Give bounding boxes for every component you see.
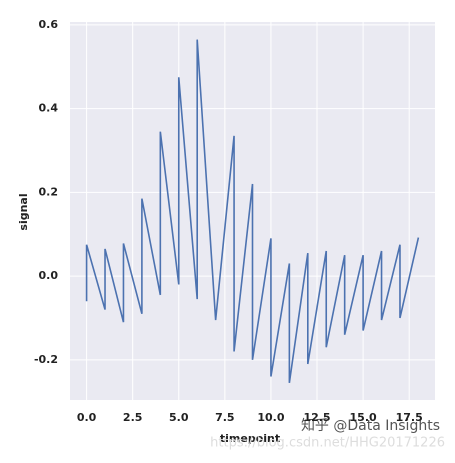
x-tick-label: 0.0	[77, 411, 97, 424]
y-tick-label: -0.2	[34, 353, 58, 366]
x-tick-label: 2.5	[123, 411, 143, 424]
y-axis-label: signal	[17, 193, 30, 230]
line	[85, 39, 420, 383]
watermark-url: https://blog.csdn.net/HHG20171226	[210, 436, 445, 451]
watermark: 知乎 @Data Insights	[301, 417, 440, 434]
x-tick-label: 7.5	[215, 411, 235, 424]
y-tick-label: 0.6	[39, 18, 59, 31]
x-tick-label: 17.5	[396, 411, 423, 424]
x-tick-label: 5.0	[169, 411, 189, 424]
y-tick-label: 0.2	[39, 185, 59, 198]
x-tick-label: 15.0	[350, 411, 377, 424]
y-tick-label: 0.4	[39, 102, 59, 115]
x-axis-label: timepoint	[220, 432, 280, 445]
x-tick-label: 12.5	[303, 411, 330, 424]
y-tick-label: 0.0	[39, 269, 59, 282]
x-tick-label: 10.0	[257, 411, 284, 424]
